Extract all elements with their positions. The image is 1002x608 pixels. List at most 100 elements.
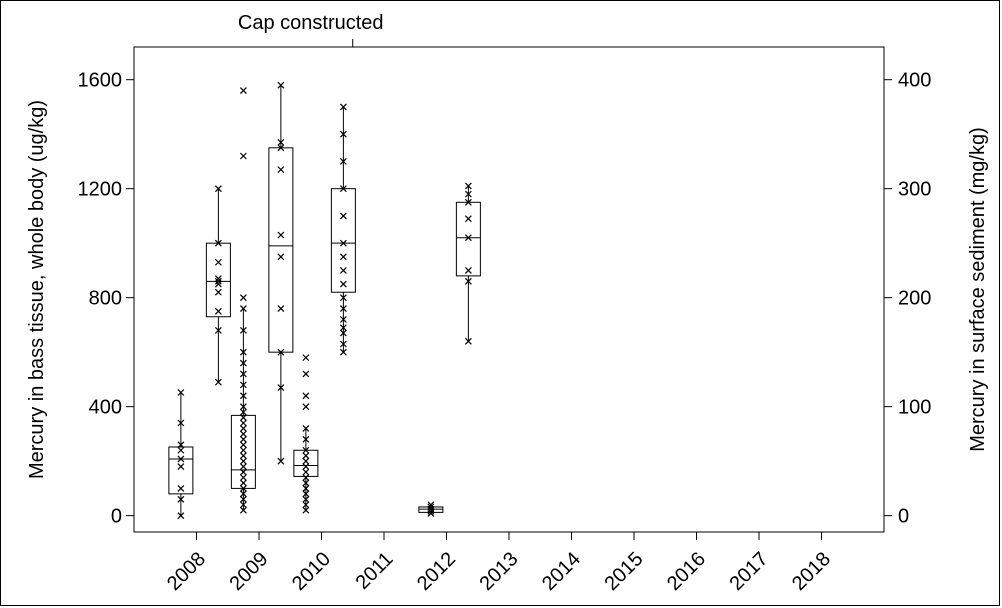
x-mark-stroke <box>239 430 247 438</box>
x-mark-stroke <box>239 370 247 378</box>
data-point-marker <box>239 501 247 509</box>
data-point-marker <box>302 354 310 362</box>
data-point-marker <box>339 316 347 323</box>
data-point-marker <box>339 158 347 165</box>
data-point-marker <box>239 305 247 312</box>
x-mark-stroke <box>339 103 347 111</box>
y-left-tick-label: 800 <box>89 288 122 310</box>
data-point-marker <box>339 253 347 261</box>
data-point-marker <box>339 103 347 111</box>
data-point-marker <box>302 474 310 481</box>
x-tick-label: 2015 <box>601 548 648 595</box>
data-point-marker <box>214 185 222 193</box>
data-point-marker <box>239 495 247 503</box>
box <box>330 188 356 293</box>
data-point-marker <box>277 348 285 356</box>
data-point-marker <box>214 258 222 266</box>
data-point-marker <box>239 370 247 378</box>
x-mark-stroke <box>464 234 472 242</box>
x-mark-stroke <box>464 182 472 190</box>
x-mark-stroke <box>239 152 247 160</box>
data-point-marker <box>239 430 247 438</box>
y-right-tick-label: 100 <box>898 397 931 419</box>
x-mark-stroke <box>277 305 285 312</box>
data-point-marker <box>239 484 247 492</box>
x-mark-stroke <box>277 384 285 392</box>
data-point-marker <box>239 490 247 498</box>
x-mark-stroke <box>464 267 472 274</box>
x-mark-stroke <box>339 340 347 348</box>
data-point-marker <box>239 392 247 400</box>
box <box>168 446 194 495</box>
data-point-marker <box>214 280 222 288</box>
x-mark-stroke <box>214 185 222 193</box>
x-mark-stroke <box>339 130 347 138</box>
data-point-marker <box>239 441 247 449</box>
data-point-marker <box>302 370 310 378</box>
x-mark-stroke <box>239 501 247 509</box>
x-mark-stroke <box>339 316 347 323</box>
x-mark-stroke <box>302 457 310 465</box>
x-mark-stroke <box>239 479 247 487</box>
data-point-marker <box>464 198 472 206</box>
data-point-marker <box>277 138 285 146</box>
x-mark-stroke <box>214 275 222 283</box>
y-axis-right-label: Mercury in surface sediment (mg/kg) <box>967 127 989 452</box>
x-mark-stroke <box>339 305 347 312</box>
x-tick-label: 2018 <box>788 548 835 595</box>
x-mark-stroke <box>339 239 347 247</box>
data-point-marker <box>177 441 185 449</box>
x-mark-stroke <box>339 348 347 356</box>
data-point-marker <box>214 326 222 334</box>
x-mark-stroke <box>277 231 285 239</box>
data-point-marker <box>239 468 247 476</box>
data-point-marker <box>277 384 285 392</box>
x-mark-stroke <box>214 326 222 334</box>
data-point-marker <box>464 234 472 242</box>
x-mark-stroke <box>214 378 222 386</box>
x-mark-stroke <box>302 463 310 471</box>
data-point-marker <box>464 267 472 274</box>
x-mark-stroke <box>339 280 347 288</box>
data-point-marker <box>239 419 247 427</box>
data-point-marker <box>239 463 247 471</box>
y-left-tick-label: 1200 <box>78 179 123 201</box>
x-mark-stroke <box>339 329 347 337</box>
data-point-marker <box>239 452 247 460</box>
x-mark-stroke <box>214 288 222 296</box>
data-point-marker <box>339 239 347 247</box>
x-mark-stroke <box>302 452 310 460</box>
x-mark-stroke <box>239 495 247 503</box>
data-point-marker <box>214 275 222 283</box>
x-mark-stroke <box>277 253 285 261</box>
data-point-marker <box>239 408 247 416</box>
x-tick-label: 2017 <box>726 548 773 595</box>
x-mark-stroke <box>214 258 222 266</box>
x-mark-stroke <box>277 81 285 89</box>
x-mark-stroke <box>339 158 347 165</box>
data-point-marker <box>302 425 310 432</box>
axes-layer: 0 400 800 1200 1600 0 100 200 300 400 2008 2009 2010… <box>78 70 932 595</box>
x-mark-stroke <box>427 501 435 509</box>
data-point-marker <box>239 326 247 334</box>
x-tick-label: 2014 <box>538 548 585 595</box>
data-point-marker <box>239 381 247 389</box>
x-mark-stroke <box>302 501 310 509</box>
data-point-marker <box>239 294 247 302</box>
data-point-marker <box>177 463 185 471</box>
x-mark-stroke <box>239 348 247 356</box>
data-point-marker <box>214 239 222 247</box>
x-mark-stroke <box>239 381 247 389</box>
x-mark-stroke <box>239 468 247 476</box>
data-point-marker <box>427 503 435 511</box>
data-point-marker <box>464 277 472 285</box>
x-mark-stroke <box>302 474 310 481</box>
y-right-tick-label: 300 <box>898 179 931 201</box>
x-mark-stroke <box>239 326 247 334</box>
y-right-tick-label: 400 <box>898 70 931 92</box>
data-point-marker <box>302 479 310 487</box>
data-point-marker <box>464 215 472 223</box>
x-mark-stroke <box>302 354 310 362</box>
plot-area <box>133 46 885 533</box>
